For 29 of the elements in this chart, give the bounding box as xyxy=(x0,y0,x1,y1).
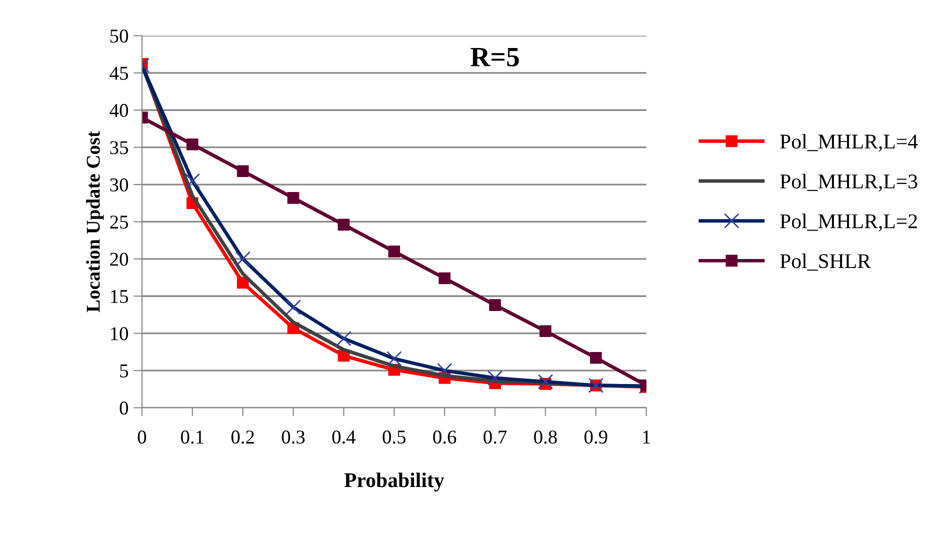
x-tick-label: 0.1 xyxy=(180,430,204,444)
y-tick-label: 15 xyxy=(111,290,128,304)
y-tick-label: 25 xyxy=(110,216,128,229)
x-tick-label: 0.7 xyxy=(484,430,507,444)
legend-label: Pol_MHLR,L=4 xyxy=(780,134,918,152)
x-tick-label: 0.3 xyxy=(282,430,305,444)
y-tick-label: 20 xyxy=(110,252,128,266)
x-tick-label: 0 xyxy=(138,430,146,444)
y-tick-label: 35 xyxy=(110,141,128,154)
x-tick-label: 0.6 xyxy=(433,430,456,444)
y-tick-label: 0 xyxy=(120,402,128,415)
x-tick-label: 0.9 xyxy=(584,430,608,444)
x-tick-label: 1 xyxy=(643,430,650,444)
x-tick-label: 0.5 xyxy=(382,430,406,444)
legend-label: Pol_MHLR,L=2 xyxy=(780,214,917,232)
y-tick-label: 45 xyxy=(110,66,128,80)
x-tick-label: 0.2 xyxy=(231,430,254,444)
legend-label: Pol_SHLR xyxy=(780,254,871,271)
y-tick-label: 40 xyxy=(110,104,128,118)
y-tick-label: 50 xyxy=(110,30,128,43)
chart-title: R=5 xyxy=(470,48,519,66)
x-tick-label: 0.4 xyxy=(332,430,356,444)
y-axis-title: Location Update Cost xyxy=(86,131,104,312)
y-tick-label: 10 xyxy=(111,327,128,340)
y-tick-label: 30 xyxy=(110,178,128,192)
y-tick-label: 5 xyxy=(120,364,128,378)
x-tick-label: 0.8 xyxy=(534,430,557,444)
legend-label: Pol_MHLR,L=3 xyxy=(780,174,918,192)
x-axis-title: Probability xyxy=(344,472,444,492)
